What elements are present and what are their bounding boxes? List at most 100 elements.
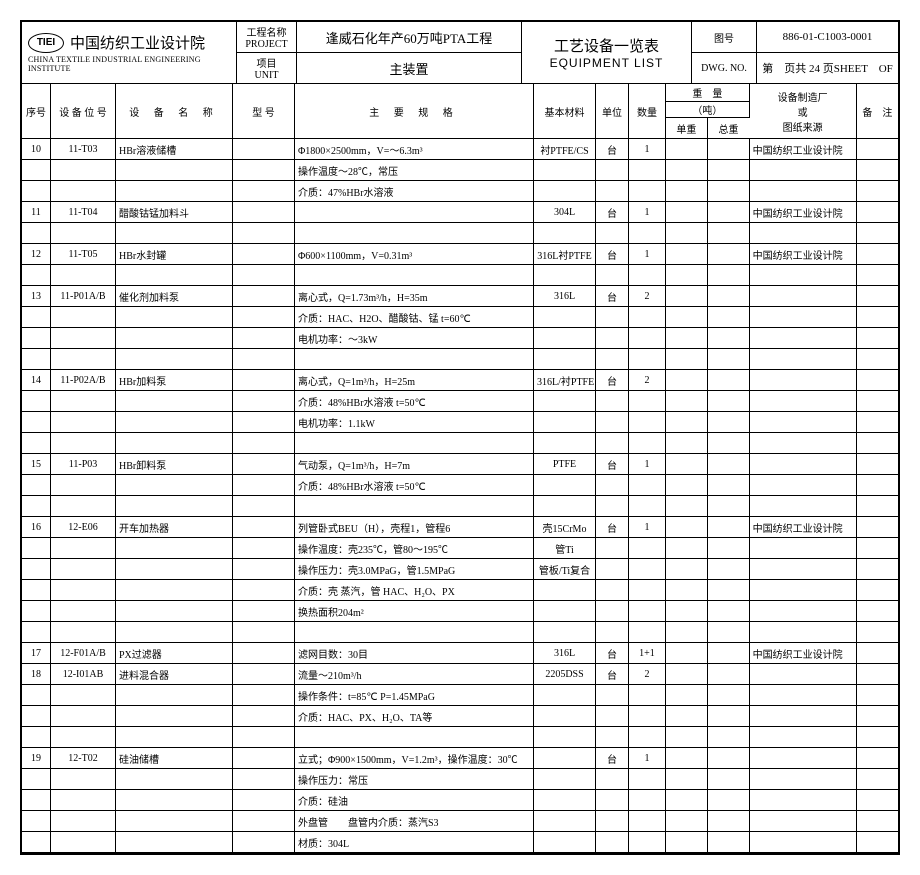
dwg-value-col: 886-01-C1003-0001 第 页共 24 页SHEET OF (757, 22, 898, 83)
cell: 1 (629, 202, 666, 223)
cell (707, 349, 749, 370)
table-head: 序号 设 备 位 号 设 备 名 称 型 号 主 要 规 格 基本材料 单位 数… (22, 84, 898, 139)
cell (749, 286, 856, 307)
cell (116, 706, 233, 727)
cell: 1+1 (629, 643, 666, 664)
cell (596, 769, 629, 790)
tiei-logo: TIEI (28, 33, 64, 53)
doc-title-en: EQUIPMENT LIST (550, 56, 664, 70)
cell (22, 496, 51, 517)
table-row: 1612-E06开车加热器列管卧式BEU（H），壳程1，管程6壳15CrMo台1… (22, 517, 898, 538)
cell (534, 580, 596, 601)
cell (22, 685, 51, 706)
cell (749, 727, 856, 748)
cell (707, 580, 749, 601)
cell (22, 475, 51, 496)
cell (707, 370, 749, 391)
cell: 11-P03 (51, 454, 116, 475)
cell (51, 181, 116, 202)
cell: 11-T03 (51, 139, 116, 160)
table-row: 介质：硅油 (22, 790, 898, 811)
cell: 开车加热器 (116, 517, 233, 538)
cell: 管板/Ti复合 (534, 559, 596, 580)
cell (629, 706, 666, 727)
cell (707, 685, 749, 706)
drawing-sheet: TIEI 中国纺织工业设计院 CHINA TEXTILE INDUSTRIAL … (20, 20, 900, 855)
cell: 壳15CrMo (534, 517, 596, 538)
cell (856, 706, 898, 727)
cell: 台 (596, 286, 629, 307)
cell (534, 601, 596, 622)
cell (749, 538, 856, 559)
cell: HBr溶液储槽 (116, 139, 233, 160)
cell: 介质：硅油 (295, 790, 534, 811)
cell (22, 769, 51, 790)
cell (116, 412, 233, 433)
cell (749, 622, 856, 643)
cell (749, 769, 856, 790)
table-row: 操作温度～28℃，常压 (22, 160, 898, 181)
cell (749, 748, 856, 769)
project-value-col: 逢威石化年产60万吨PTA工程 主装置 (297, 22, 522, 83)
cell (856, 328, 898, 349)
cell (629, 412, 666, 433)
cell: 12 (22, 244, 51, 265)
cell: 11-T04 (51, 202, 116, 223)
cell (856, 307, 898, 328)
cell (707, 181, 749, 202)
cell (666, 727, 708, 748)
cell (596, 496, 629, 517)
cell (707, 748, 749, 769)
cell (856, 538, 898, 559)
cell (596, 622, 629, 643)
cell (116, 349, 233, 370)
cell (233, 748, 295, 769)
table-row: 1411-P02A/BHBr加料泵离心式，Q=1m³/h，H=25m316L/衬… (22, 370, 898, 391)
cell (534, 790, 596, 811)
cell (666, 559, 708, 580)
cell: 2205DSS (534, 664, 596, 685)
cell (749, 412, 856, 433)
cell (629, 307, 666, 328)
cell: 介质：HAC、PX、H₂O、TA等 (295, 706, 534, 727)
cell (856, 202, 898, 223)
cell (856, 139, 898, 160)
cell: 1 (629, 748, 666, 769)
cell (233, 727, 295, 748)
cell (51, 601, 116, 622)
cell (856, 832, 898, 853)
cell (856, 496, 898, 517)
cell (116, 433, 233, 454)
cell (856, 160, 898, 181)
cell (856, 601, 898, 622)
cell (22, 580, 51, 601)
cell: 台 (596, 517, 629, 538)
cell (856, 370, 898, 391)
cell (856, 727, 898, 748)
cell (856, 685, 898, 706)
cell: 台 (596, 748, 629, 769)
cell (596, 727, 629, 748)
cell (707, 160, 749, 181)
cell (666, 223, 708, 244)
unit-label-cn: 项目 (257, 55, 277, 70)
mfg-line3: 图纸来源 (753, 119, 853, 134)
cell (666, 370, 708, 391)
cell (233, 181, 295, 202)
cell (749, 307, 856, 328)
cell (666, 811, 708, 832)
cell (295, 433, 534, 454)
cell (116, 391, 233, 412)
cell (749, 580, 856, 601)
cell: HBr水封罐 (116, 244, 233, 265)
col-unit: 单位 (596, 84, 629, 139)
project-label-cn: 工程名称 (247, 24, 287, 39)
cell (51, 727, 116, 748)
cell: 催化剂加料泵 (116, 286, 233, 307)
cell (666, 475, 708, 496)
cell (534, 349, 596, 370)
cell: 11-P02A/B (51, 370, 116, 391)
cell (22, 181, 51, 202)
cell (666, 706, 708, 727)
cell (22, 349, 51, 370)
